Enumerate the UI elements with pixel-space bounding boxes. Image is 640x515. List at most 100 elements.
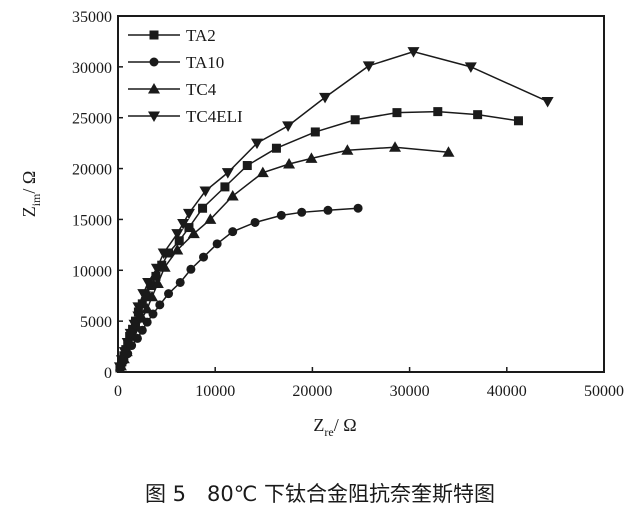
data-point <box>164 289 174 299</box>
data-point <box>175 277 185 287</box>
legend-item: TA2 <box>128 26 216 45</box>
legend-item: TA10 <box>128 53 224 72</box>
data-point <box>389 141 402 152</box>
data-point <box>164 248 174 258</box>
data-point <box>323 205 333 215</box>
data-point <box>221 168 234 179</box>
data-point <box>151 271 161 281</box>
series-ta2 <box>115 107 523 373</box>
y-tick-label: 20000 <box>72 162 112 179</box>
data-point <box>212 239 222 249</box>
x-tick-label: 30000 <box>390 383 430 400</box>
data-point <box>305 152 318 163</box>
data-point <box>283 157 296 169</box>
legend-marker <box>148 111 160 122</box>
data-point <box>464 62 477 73</box>
y-tick-label: 15000 <box>72 212 112 229</box>
nyquist-chart: 0 10000 20000 30000 40000 50000 0 5000 10000 1500… <box>19 9 624 439</box>
data-point <box>256 166 269 178</box>
data-point <box>204 213 217 224</box>
x-tick-label: 50000 <box>584 383 624 400</box>
y-tick-label: 30000 <box>72 60 112 77</box>
data-point <box>226 190 239 201</box>
plot-frame <box>117 15 605 373</box>
data-point <box>146 281 156 291</box>
legend-label: TC4ELI <box>186 107 243 126</box>
x-tick-label: 40000 <box>487 383 527 400</box>
data-point <box>174 236 184 246</box>
data-point <box>250 138 263 150</box>
data-point <box>118 347 131 358</box>
data-point <box>146 290 159 302</box>
series-tc4eli <box>113 47 554 373</box>
data-point <box>433 107 443 117</box>
data-point <box>158 261 171 272</box>
data-point <box>282 121 295 132</box>
data-point <box>220 182 230 192</box>
legend-marker <box>149 57 159 67</box>
data-point <box>187 227 200 239</box>
data-point <box>198 203 208 213</box>
data-point <box>341 144 354 155</box>
data-point <box>151 277 164 289</box>
data-point <box>473 110 483 120</box>
data-point <box>177 218 190 230</box>
figure-caption: 图 5 80℃ 下钛合金阻抗奈奎斯特图 <box>144 482 496 506</box>
data-point <box>186 264 196 274</box>
data-point <box>141 302 154 314</box>
data-point <box>155 300 165 310</box>
data-point <box>353 203 363 213</box>
legend: TA2 TA10 TC4 TC4ELI <box>128 26 243 126</box>
data-point <box>310 127 320 137</box>
series-group <box>113 47 554 373</box>
data-point <box>392 108 402 118</box>
y-tick-label: 35000 <box>72 9 112 26</box>
x-axis-label: Zre/ Ω <box>313 415 356 439</box>
x-tick-label: 0 <box>114 383 122 400</box>
data-point <box>113 362 126 373</box>
data-point <box>141 291 151 301</box>
data-point <box>276 210 286 220</box>
data-point <box>142 277 155 289</box>
y-tick-label: 25000 <box>72 111 112 128</box>
data-point <box>157 248 170 259</box>
data-point <box>513 116 523 126</box>
data-point <box>271 143 281 153</box>
x-tick-label: 10000 <box>195 383 235 400</box>
data-point <box>171 229 184 240</box>
y-tick-label: 5000 <box>80 314 112 331</box>
legend-item: TC4 <box>128 80 217 99</box>
data-point <box>121 338 134 349</box>
legend-label: TC4 <box>186 80 217 99</box>
legend-item: TC4ELI <box>128 107 243 126</box>
data-point <box>132 311 145 323</box>
legend-marker <box>149 30 159 40</box>
data-point <box>137 289 150 300</box>
data-point <box>362 61 375 72</box>
data-point <box>228 227 238 237</box>
y-tick-label: 0 <box>104 365 112 382</box>
axes: 0 10000 20000 30000 40000 50000 0 5000 10000 1500… <box>72 9 624 400</box>
data-point <box>407 47 420 58</box>
data-point <box>242 161 252 171</box>
data-point <box>115 355 128 366</box>
legend-label: TA10 <box>186 53 224 72</box>
data-point <box>199 252 209 262</box>
data-point <box>132 302 145 313</box>
data-point <box>128 319 141 331</box>
data-point <box>250 217 260 227</box>
y-tick-label: 10000 <box>72 263 112 280</box>
data-point <box>350 115 360 125</box>
data-point <box>442 146 455 157</box>
data-point <box>184 223 194 233</box>
data-point <box>541 96 554 108</box>
data-point <box>124 328 137 340</box>
x-tick-label: 20000 <box>292 383 332 400</box>
data-point <box>199 186 212 197</box>
legend-label: TA2 <box>186 26 216 45</box>
data-point <box>182 208 195 220</box>
data-point <box>297 207 307 217</box>
data-point <box>319 92 332 104</box>
data-point <box>171 243 184 255</box>
y-axis-label: Zim/ Ω <box>19 171 43 218</box>
